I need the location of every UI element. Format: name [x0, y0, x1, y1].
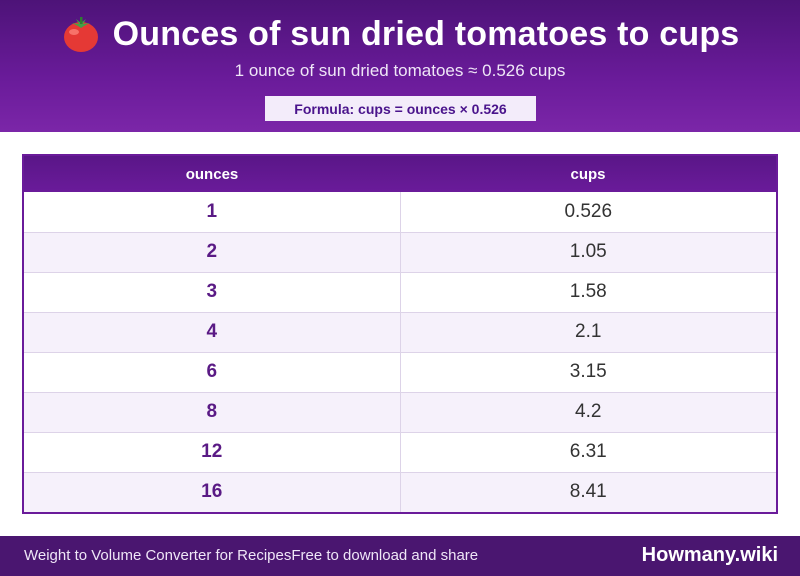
page-title-text: Ounces of sun dried tomatoes to cups [112, 14, 740, 53]
conversion-table: ounces cups 1 0.526 2 1.05 3 1.58 4 2.1 [22, 154, 778, 514]
column-header-cups: cups [400, 156, 776, 192]
table-row: 6 3.15 [24, 352, 776, 393]
ounces-cell: 3 [24, 272, 401, 313]
cups-cell: 2.1 [400, 312, 776, 353]
cups-cell: 8.41 [400, 472, 776, 512]
conversion-subtitle: 1 ounce of sun dried tomatoes ≈ 0.526 cu… [234, 61, 566, 80]
table-row: 4 2.1 [24, 312, 776, 353]
ounces-cell: 4 [24, 312, 401, 353]
cups-cell: 3.15 [400, 352, 776, 393]
header: Ounces of sun dried tomatoes to cups 1 o… [0, 0, 800, 132]
footer: Weight to Volume Converter for RecipesFr… [0, 536, 800, 576]
ounces-cell: 1 [24, 192, 401, 233]
table-row: 2 1.05 [24, 232, 776, 273]
footer-brand-link[interactable]: Howmany.wiki [641, 544, 778, 566]
cups-cell: 1.58 [400, 272, 776, 313]
ounces-cell: 6 [24, 352, 401, 393]
ounces-cell: 16 [24, 472, 401, 512]
footer-app-name: Weight to Volume Converter for Recipes [24, 547, 292, 564]
table-row: 1 0.526 [24, 192, 776, 233]
column-header-ounces: ounces [24, 156, 400, 192]
cups-cell: 4.2 [400, 392, 776, 433]
table-row: 16 8.41 [24, 472, 776, 512]
table-row: 12 6.31 [24, 432, 776, 473]
cups-cell: 6.31 [400, 432, 776, 473]
formula-badge: Formula: cups = ounces × 0.526 [265, 96, 536, 121]
ounces-cell: 8 [24, 392, 401, 433]
table-row: 8 4.2 [24, 392, 776, 433]
cups-cell: 1.05 [400, 232, 776, 273]
page-title: Ounces of sun dried tomatoes to cups [0, 14, 800, 54]
cups-cell: 0.526 [400, 192, 776, 233]
footer-share-text: Free to download and share [291, 547, 479, 564]
footer-tagline: Weight to Volume Converter for RecipesFr… [24, 547, 478, 564]
ounces-cell: 2 [24, 232, 401, 273]
ounces-cell: 12 [24, 432, 401, 473]
tomato-icon [63, 17, 98, 52]
table-row: 3 1.58 [24, 272, 776, 313]
table-header-row: ounces cups [24, 156, 776, 192]
